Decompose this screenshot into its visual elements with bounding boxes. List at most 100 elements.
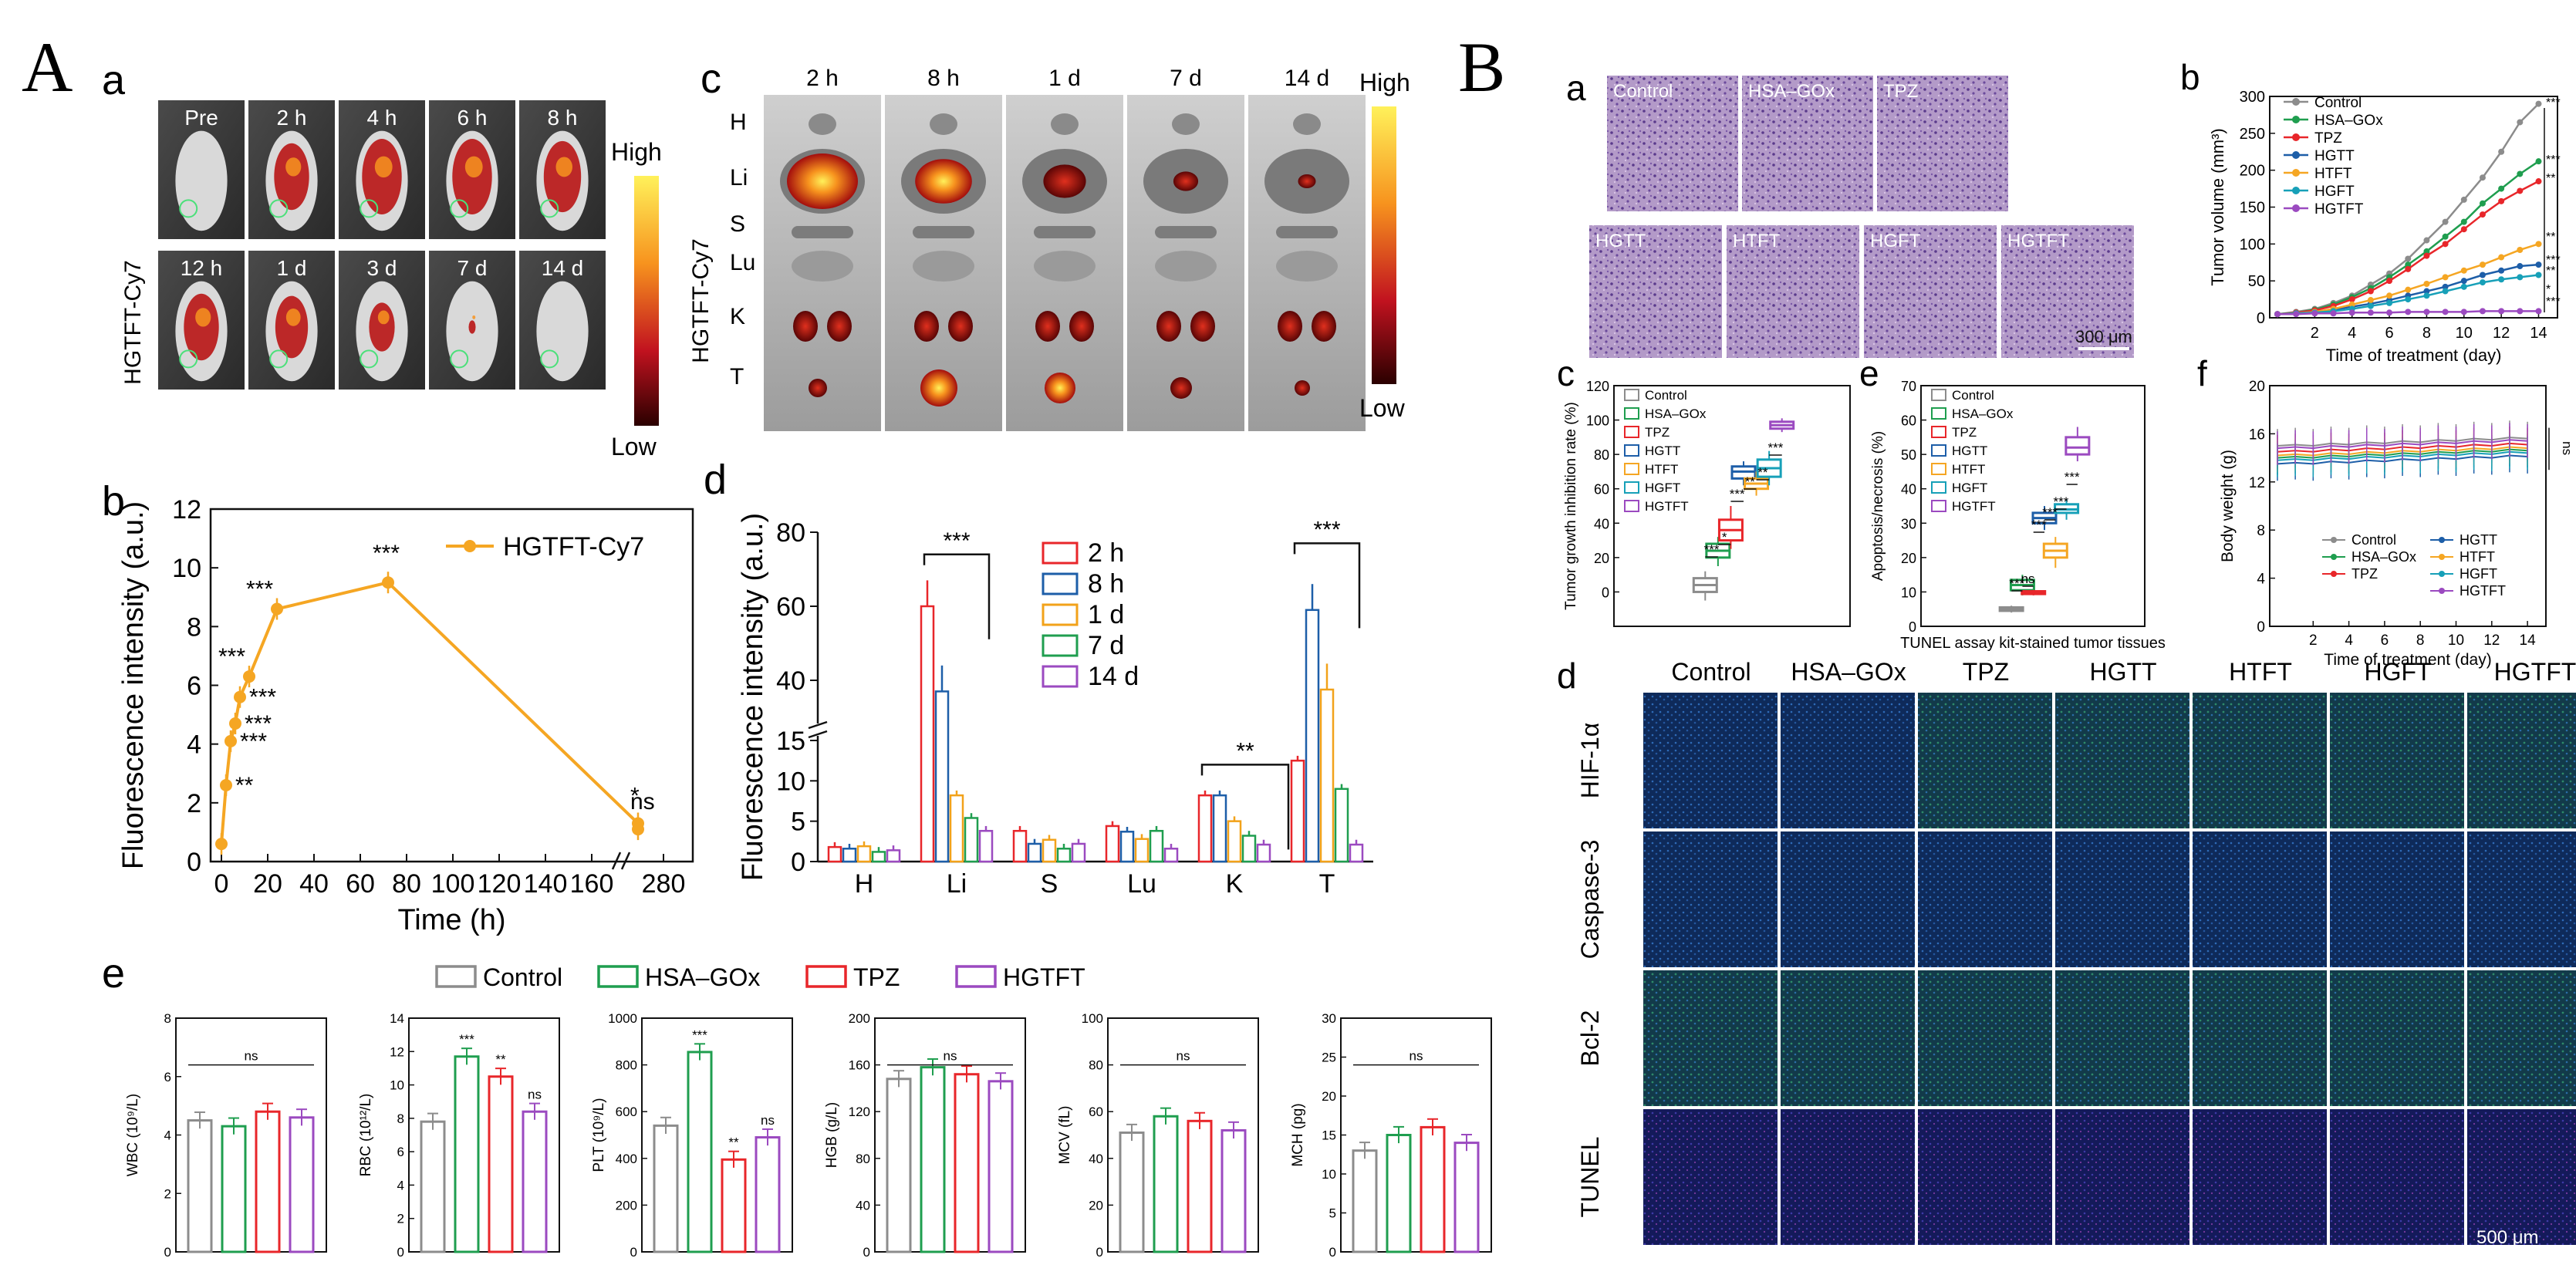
- tumor-circle: [360, 349, 379, 369]
- heat-hotspot: [464, 156, 483, 178]
- mouse-time-label: 7 d: [457, 256, 488, 280]
- a-b-significance: *: [630, 783, 640, 808]
- b-c-significance: ***: [1704, 542, 1720, 557]
- b-e-box: [2065, 436, 2091, 456]
- he-image: [1742, 76, 1873, 211]
- b-b-xtick-label: 14: [2530, 325, 2547, 342]
- if-row-label: Bcl-2: [1576, 1010, 1604, 1067]
- b-b-legend-marker: [2292, 169, 2300, 177]
- a-e-significance: ***: [692, 1027, 707, 1042]
- a-b-xtick-label: 160: [570, 869, 614, 899]
- a-d-bar: [1290, 759, 1305, 863]
- b-b-point: [2498, 148, 2505, 155]
- a-c-organ-labels: H Li S Lu K T: [730, 110, 755, 390]
- organ-kidney-right: [827, 311, 852, 342]
- a-e-bar: [1420, 1125, 1446, 1253]
- b-c-legend-swatch: [1624, 426, 1639, 438]
- a-e-bar: [420, 1120, 446, 1253]
- b-e-ytick-label: 40: [1901, 482, 1916, 498]
- b-b-significance: ***: [2546, 254, 2561, 267]
- a-e-ytick-label: 80: [1089, 1058, 1103, 1073]
- b-b-legend-label: HSA–GOx: [2314, 113, 2383, 129]
- a-e-ytick-label: 200: [616, 1198, 637, 1213]
- a-b-point: [215, 838, 228, 851]
- b-f-xtick-label: 12: [2483, 632, 2500, 649]
- b-b-point: [2460, 309, 2467, 315]
- he-image-label: HGTFT: [2007, 231, 2069, 251]
- mouse-time-label: 2 h: [277, 106, 307, 130]
- b-c-legend-swatch: [1624, 481, 1639, 494]
- organ-heart: [1172, 113, 1200, 135]
- b-b-point: [2405, 309, 2412, 315]
- he-image: [1589, 225, 1722, 358]
- a-e-ytick-label: 80: [856, 1152, 870, 1166]
- b-b-point: [2498, 185, 2505, 192]
- b-b-ytick-label: 50: [2248, 273, 2265, 290]
- b-b-point: [2423, 237, 2430, 244]
- a-b-xtick-label: 280: [642, 869, 686, 899]
- b-b-significance: ***: [2546, 96, 2561, 110]
- b-b-point: [2517, 246, 2524, 253]
- b-f-ytick-label: 8: [2257, 523, 2265, 539]
- a-b-xtick-label: 60: [346, 869, 375, 899]
- if-image: [1781, 831, 1915, 967]
- organ-tumor: [1045, 373, 1075, 403]
- if-image: [2467, 831, 2576, 967]
- tumor-circle: [360, 199, 379, 218]
- b-f-xtick-label: 2: [2309, 632, 2318, 649]
- a-d-legend-label: 2 h: [1088, 538, 1124, 568]
- a-d-bar: [1256, 843, 1271, 863]
- a-b-ytick-label: 2: [187, 789, 201, 818]
- organ-spleen: [1276, 226, 1338, 238]
- a-a-sublabel: a: [102, 57, 126, 103]
- a-b-point: [632, 823, 644, 836]
- a-e-ytick-label: 5: [1329, 1206, 1336, 1221]
- a-e-plot-frame: [874, 1017, 1026, 1253]
- if-image: [1781, 693, 1915, 828]
- b-c-ytick-label: 80: [1594, 447, 1609, 463]
- a-e-bar: [488, 1075, 514, 1253]
- a-e-ytick-label: 6: [397, 1145, 404, 1159]
- a-e-bar: [687, 1051, 713, 1253]
- a-e-bar: [988, 1080, 1014, 1253]
- organ-heart: [1293, 113, 1321, 135]
- b-b-point: [2460, 278, 2467, 285]
- b-a-sublabel: a: [1566, 68, 1586, 108]
- b-b-significance: **: [2546, 172, 2555, 185]
- a-e-ylabel: RBC (10¹²/L): [358, 1094, 374, 1177]
- b-b-legend-marker: [2292, 187, 2300, 194]
- b-e-legend-label: HSA–GOx: [1952, 406, 2014, 421]
- if-image: [1918, 831, 2052, 967]
- a-e-ytick-label: 800: [616, 1058, 637, 1073]
- b-c-ytick-label: 100: [1586, 413, 1609, 429]
- b-b-point: [2535, 178, 2542, 185]
- a-e-significance: ns: [761, 1113, 775, 1128]
- b-b-point: [2405, 261, 2412, 268]
- b-e-significance: ***: [2065, 470, 2080, 484]
- b-b-point: [2367, 288, 2374, 295]
- a-e-ytick-label: 0: [863, 1245, 870, 1260]
- b-b-point: [2517, 119, 2524, 126]
- b-b-point: [2460, 226, 2467, 233]
- a-e-ytick-label: 15: [1322, 1128, 1336, 1143]
- b-f-legend-marker: [2439, 588, 2445, 594]
- he-image-label: TPZ: [1883, 81, 1918, 102]
- he-scalebar-label: 300 μm: [2075, 327, 2132, 346]
- a-e-ytick-label: 20: [1322, 1089, 1336, 1104]
- organ-row-label: H: [730, 110, 747, 135]
- organ-row-label: K: [730, 304, 745, 329]
- b-e-ytick-label: 60: [1901, 413, 1916, 429]
- b-c-significance: ***: [1767, 440, 1783, 455]
- if-image: [2055, 1109, 2189, 1245]
- a-b-point: [234, 690, 246, 703]
- b-c-legend-label: HTFT: [1645, 462, 1678, 477]
- heat-hotspot: [472, 315, 476, 319]
- organ-kidney-right: [948, 311, 973, 342]
- a-e-ytick-label: 10: [390, 1078, 404, 1093]
- organ-lung: [792, 251, 853, 282]
- b-e-legend-swatch: [1931, 407, 1946, 420]
- a-e-bracket-label: ns: [1177, 1049, 1190, 1064]
- b-b-point: [2348, 301, 2355, 308]
- a-e-ylabel: HGB (g/L): [824, 1102, 840, 1169]
